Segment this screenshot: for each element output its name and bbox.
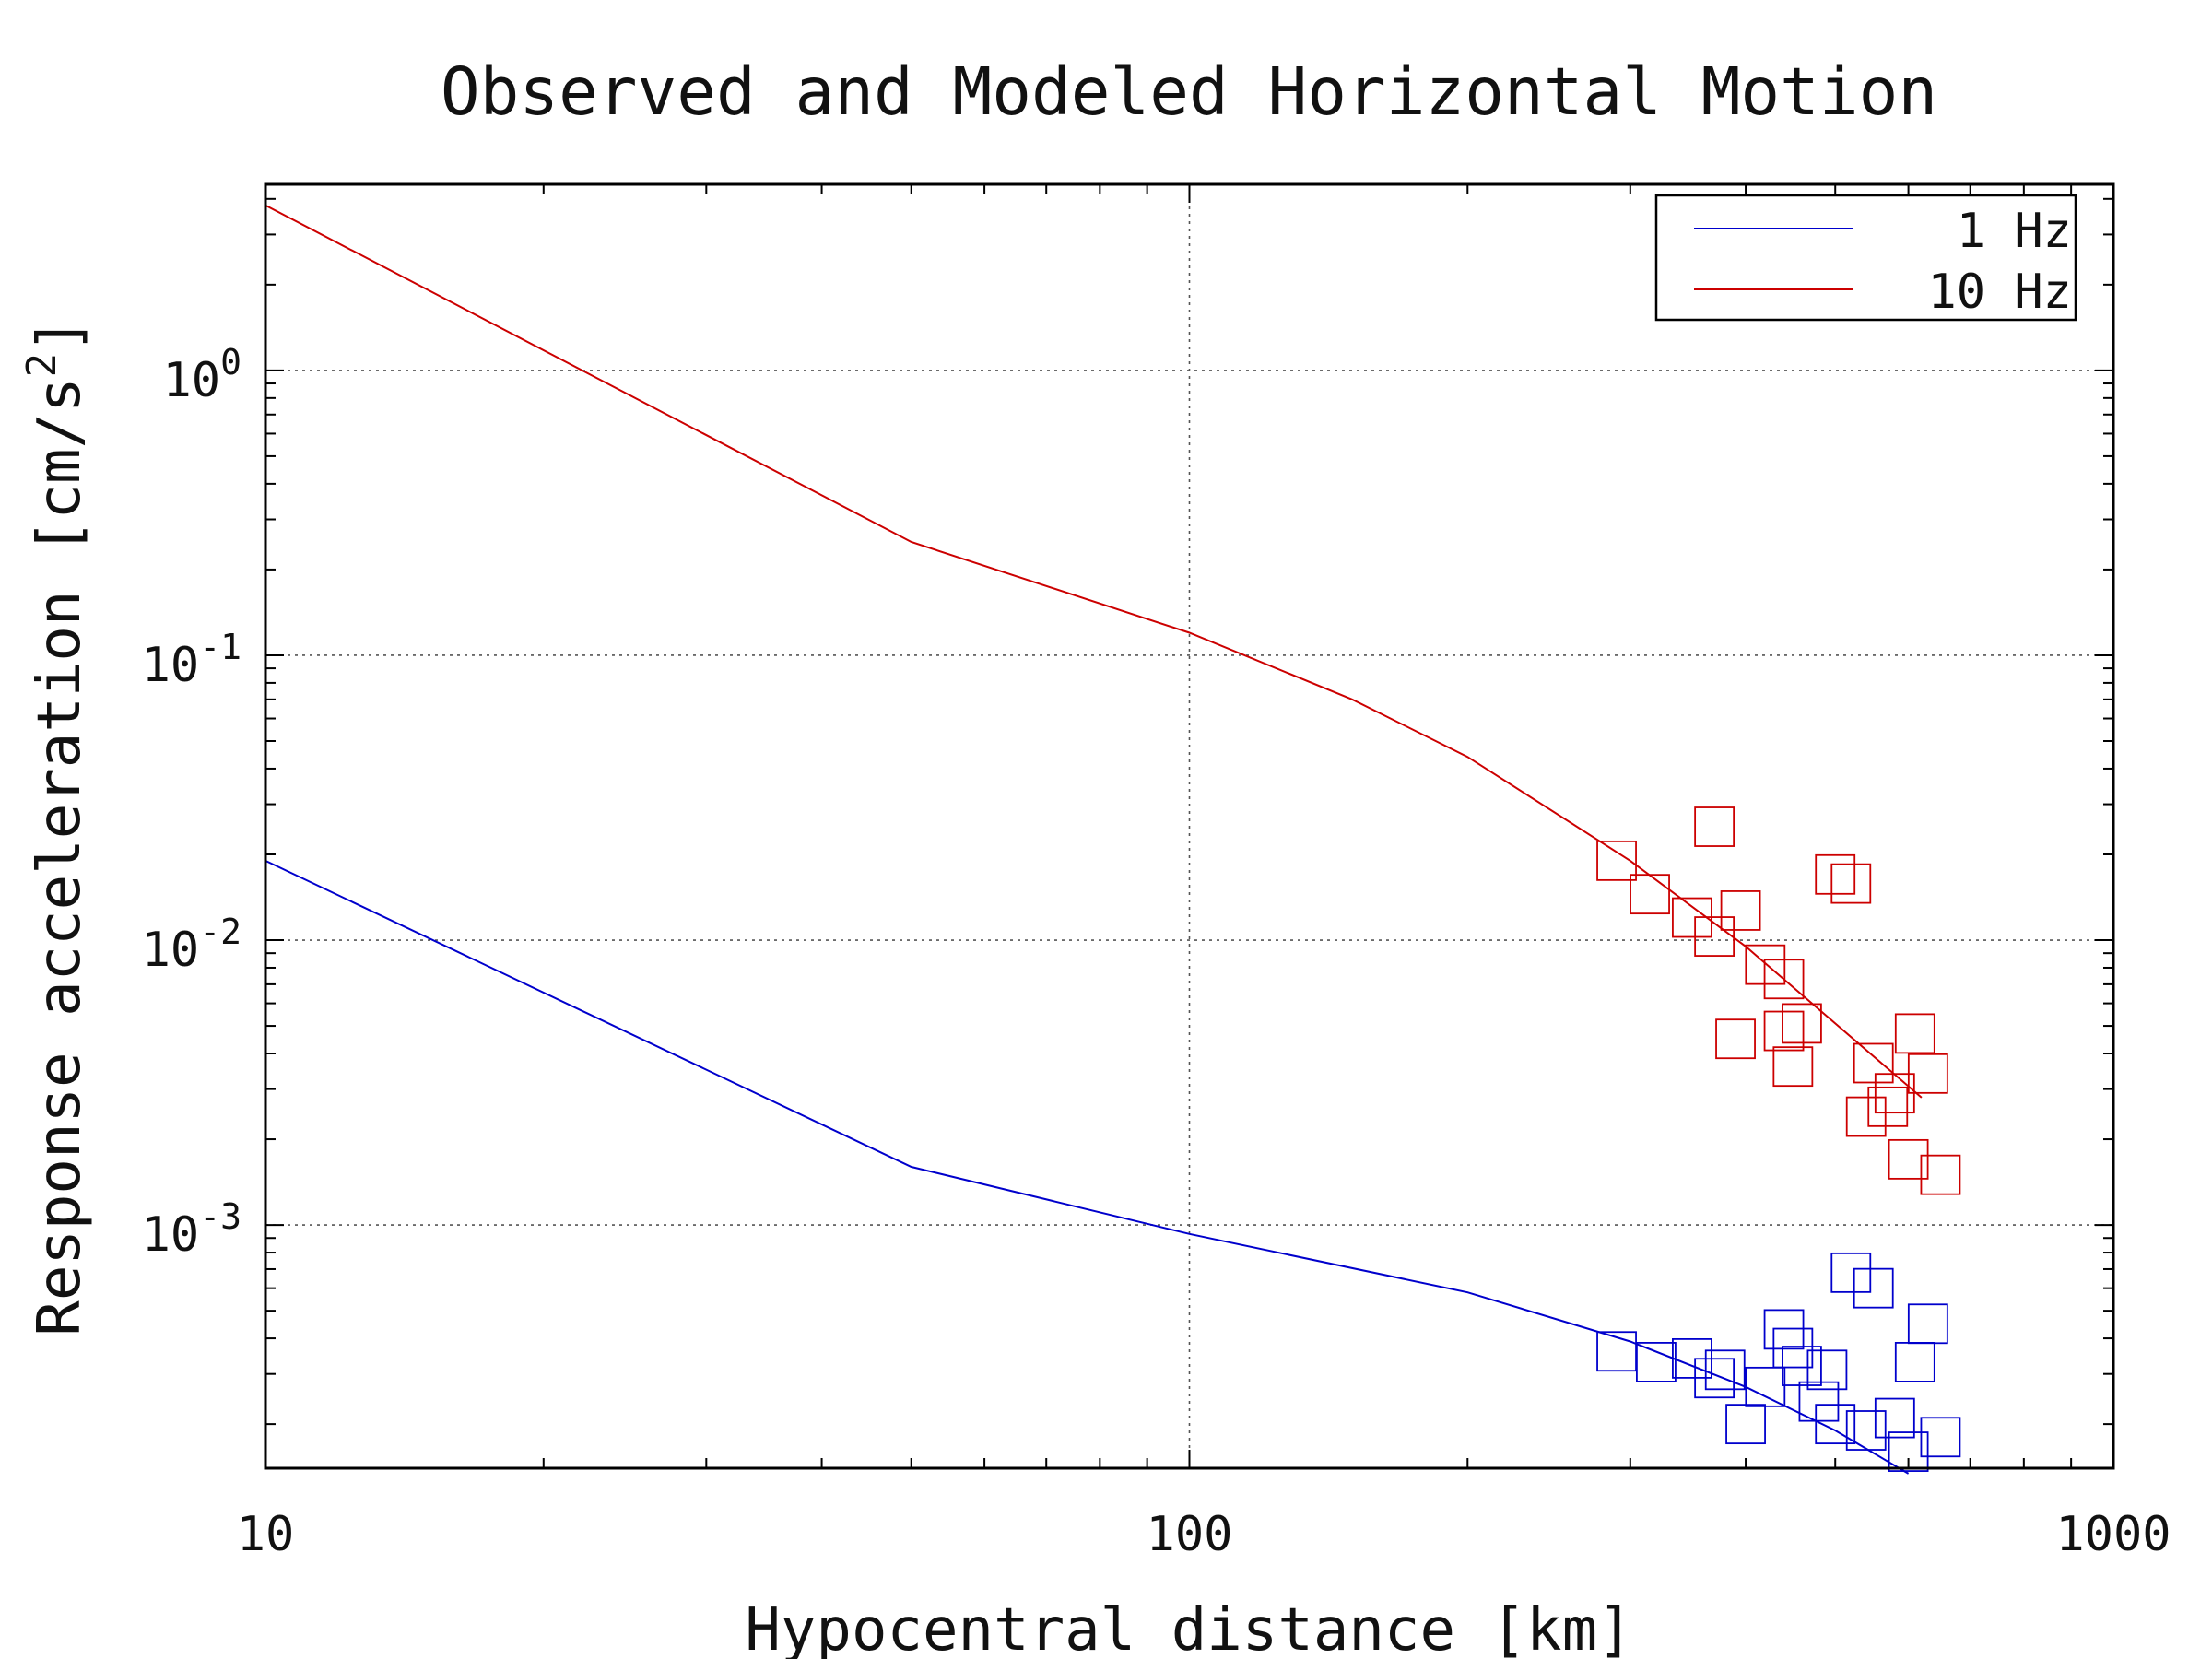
observed-point-1hz [1745,1366,1786,1407]
observed-point-10hz [1630,874,1670,915]
observed-point-10hz [1763,1010,1805,1052]
y-tick-label-base: 10 [142,1207,200,1263]
observed-point-10hz [1694,806,1735,847]
observed-point-10hz [1830,863,1872,904]
observed-point-10hz [1920,1154,1961,1195]
observed-point-10hz [1894,1013,1936,1054]
observed-point-10hz [1867,1086,1909,1127]
y-tick-label-exponent: -1 [199,627,241,667]
observed-point-10hz [1720,890,1761,931]
observed-point-1hz [1806,1349,1848,1391]
y-tick-label-base: 10 [142,638,200,693]
observed-point-1hz [1636,1342,1677,1382]
series-layer [265,204,1961,1475]
observed-point-1hz [1888,1431,1929,1472]
legend-box [1654,194,2077,322]
observed-point-10hz [1772,1046,1814,1088]
observed-point-1hz [1725,1404,1766,1445]
model-line-1hz [265,859,1910,1475]
observed-point-1hz [1782,1346,1822,1386]
y-axis-label: Response acceleration [cm/s2] [18,317,94,1335]
y-tick-label-exponent: -2 [199,912,241,952]
y-axis-label-exponent: 2 [18,353,65,378]
y-tick-label-base: 10 [142,923,200,978]
observed-point-1hz [1772,1327,1814,1369]
axis-ticks [265,184,2113,1468]
grid-lines [265,184,2113,1468]
observed-point-1hz [1920,1417,1961,1458]
observed-point-1hz [1907,1303,1948,1345]
legend-label-1hz: 1 Hz [1957,204,2072,259]
y-tick-label: 10-2 [142,912,241,978]
observed-point-10hz [1715,1018,1756,1060]
y-tick-label: 10-3 [142,1196,241,1263]
observed-point-1hz [1704,1349,1746,1391]
observed-point-10hz [1845,1096,1887,1137]
y-tick-label-exponent: 0 [220,342,241,382]
observed-point-10hz [1782,1003,1822,1044]
model-line-10hz [265,204,1923,1099]
y-tick-label: 10-1 [142,627,241,693]
y-tick-label-exponent: -3 [199,1196,241,1237]
y-axis-label-close: ] [26,317,94,353]
observed-point-10hz [1815,853,1856,895]
legend: 1 Hz 10 Hz [1654,194,2077,322]
x-tick-label: 100 [1147,1507,1233,1562]
x-tick-label: 10 [237,1507,295,1562]
observed-point-10hz [1763,959,1805,1000]
observed-point-10hz [1853,1042,1894,1084]
y-tick-label-base: 10 [162,353,220,408]
y-axis-label-text: Response acceleration [cm/s [26,377,94,1335]
observed-point-10hz [1596,840,1637,881]
observed-point-1hz [1845,1410,1887,1451]
observed-point-10hz [1694,916,1735,957]
observed-point-1hz [1798,1381,1840,1422]
y-tick-label: 100 [162,342,241,408]
plot-frame [264,182,2115,1470]
observed-point-10hz [1888,1138,1929,1180]
legend-label-10hz: 10 Hz [1927,265,2072,320]
observed-point-1hz [1830,1252,1872,1293]
observed-point-1hz [1694,1358,1735,1399]
x-tick-labels: 10 100 1000 [237,1507,2171,1562]
chart-title: Observed and Modeled Horizontal Motion [441,53,1937,130]
observed-point-1hz [1815,1404,1856,1445]
observed-point-10hz [1907,1053,1948,1094]
x-tick-label: 1000 [2055,1507,2171,1562]
x-axis-label: Hypocentral distance [km] [745,1596,1632,1659]
observed-point-1hz [1853,1267,1894,1309]
observed-point-1hz [1894,1342,1936,1382]
observed-point-1hz [1874,1397,1915,1439]
